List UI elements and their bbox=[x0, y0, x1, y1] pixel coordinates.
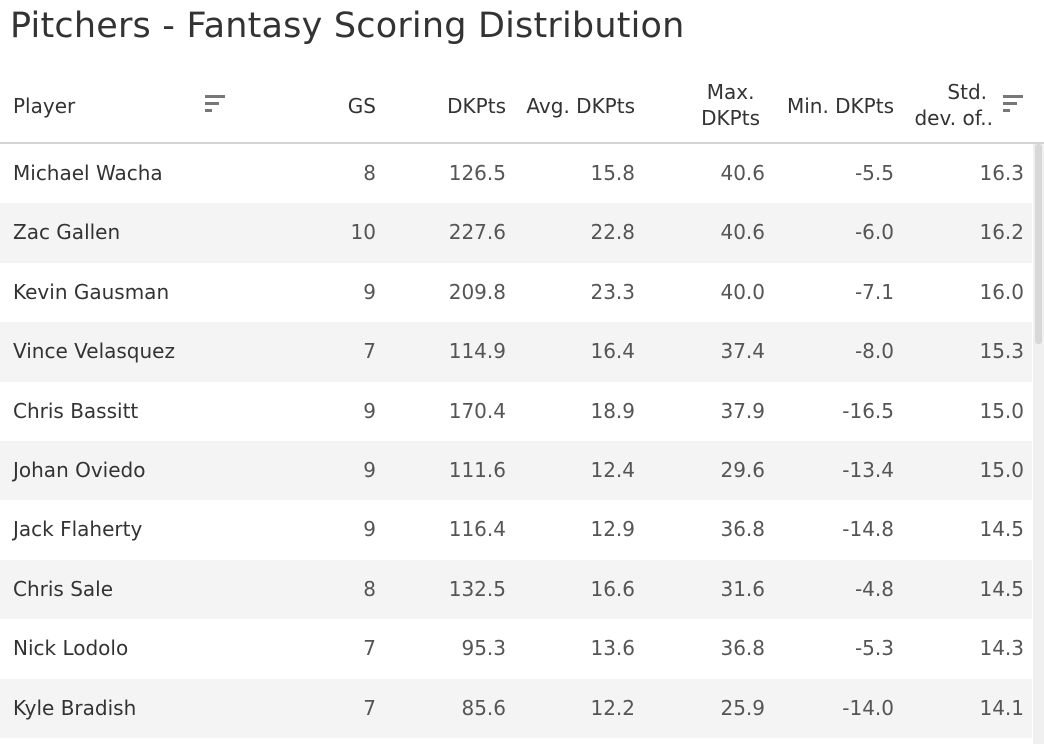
cell-max-dkpts: 25.9 bbox=[720, 695, 765, 720]
cell-gs: 7 bbox=[363, 695, 376, 720]
cell-dkpts: 170.4 bbox=[448, 398, 506, 423]
cell-dkpts: 126.5 bbox=[448, 161, 506, 185]
cell-player: Johan Oviedo bbox=[13, 457, 146, 482]
cell-gs: 8 bbox=[363, 576, 376, 601]
cell-min-dkpts: -5.3 bbox=[854, 636, 894, 661]
column-header-std-line2: dev. of.. bbox=[914, 106, 993, 130]
cell-min-dkpts: -16.5 bbox=[842, 398, 894, 423]
cell-gs: 9 bbox=[363, 398, 376, 423]
cell-max-dkpts: 31.6 bbox=[720, 576, 765, 601]
table-row[interactable]: Chris Bassitt 9 170.4 18.9 37.9 -16.5 15.0 bbox=[0, 382, 1032, 441]
column-header-min-dkpts[interactable]: Min. DKPts bbox=[786, 94, 894, 118]
table-row[interactable]: Nick Lodolo 7 95.3 13.6 36.8 -5.3 14.3 bbox=[0, 619, 1032, 678]
cell-avg-dkpts: 16.4 bbox=[590, 339, 635, 364]
cell-gs: 10 bbox=[350, 220, 376, 245]
cell-avg-dkpts: 12.4 bbox=[590, 457, 635, 482]
table-row[interactable]: Jack Flaherty 9 116.4 12.9 36.8 -14.8 14.5 bbox=[0, 500, 1032, 559]
cell-max-dkpts: 37.4 bbox=[720, 339, 765, 364]
column-header-max-line1: Max. bbox=[706, 80, 755, 104]
cell-player: Nick Lodolo bbox=[13, 636, 129, 661]
cell-max-dkpts: 40.0 bbox=[720, 279, 765, 304]
table-row[interactable]: Zac Gallen 10 227.6 22.8 40.6 -6.0 16.2 bbox=[0, 203, 1032, 263]
cell-std-dev: 16.3 bbox=[979, 161, 1024, 185]
cell-player: Kyle Bradish bbox=[13, 695, 137, 720]
sort-descending-icon[interactable] bbox=[1003, 95, 1023, 115]
page-title: Pitchers - Fantasy Scoring Distribution bbox=[10, 6, 685, 46]
cell-dkpts: 209.8 bbox=[448, 279, 506, 304]
table-row[interactable]: Johan Oviedo 9 111.6 12.4 29.6 -13.4 15.0 bbox=[0, 440, 1032, 501]
cell-dkpts: 227.6 bbox=[448, 220, 506, 245]
cell-player: Zac Gallen bbox=[13, 220, 121, 245]
cell-dkpts: 85.6 bbox=[461, 695, 506, 720]
table-row[interactable]: Kyle Bradish 7 85.6 12.2 25.9 -14.0 14.1 bbox=[0, 678, 1032, 738]
table-header: Player GS DKPts Avg. DKPts Max. DKPts Mi… bbox=[0, 72, 1044, 144]
cell-player: Kevin Gausman bbox=[13, 279, 170, 304]
column-header-player[interactable]: Player bbox=[13, 94, 76, 118]
cell-std-dev: 15.0 bbox=[979, 398, 1024, 423]
table-body: Michael Wacha 8 126.5 15.8 40.6 -5.5 16.3 Zac G… bbox=[0, 144, 1044, 738]
cell-dkpts: 111.6 bbox=[448, 457, 506, 482]
cell-gs: 9 bbox=[363, 279, 376, 304]
table-row[interactable]: Vince Velasquez 7 114.9 16.4 37.4 -8.0 15.3 bbox=[0, 322, 1032, 382]
cell-std-dev: 16.2 bbox=[979, 220, 1024, 245]
column-header-max-line2: DKPts bbox=[701, 106, 760, 130]
cell-min-dkpts: -4.8 bbox=[854, 576, 894, 601]
cell-max-dkpts: 37.9 bbox=[720, 398, 765, 423]
cell-avg-dkpts: 23.3 bbox=[590, 279, 635, 304]
cell-min-dkpts: -6.0 bbox=[854, 220, 894, 245]
cell-std-dev: 14.5 bbox=[979, 517, 1024, 542]
cell-std-dev: 15.0 bbox=[979, 457, 1024, 482]
cell-dkpts: 116.4 bbox=[448, 517, 506, 542]
column-header-std-line1: Std. bbox=[947, 80, 987, 104]
cell-avg-dkpts: 12.9 bbox=[590, 517, 635, 542]
sort-icon[interactable] bbox=[205, 95, 225, 115]
data-table: Player GS DKPts Avg. DKPts Max. DKPts Mi… bbox=[0, 72, 1044, 744]
cell-gs: 7 bbox=[363, 636, 376, 661]
cell-player: Vince Velasquez bbox=[13, 339, 175, 364]
vertical-scrollbar[interactable] bbox=[1033, 144, 1044, 744]
column-header-avg-dkpts[interactable]: Avg. DKPts bbox=[526, 94, 635, 118]
cell-max-dkpts: 29.6 bbox=[720, 457, 765, 482]
cell-gs: 9 bbox=[363, 457, 376, 482]
cell-min-dkpts: -13.4 bbox=[842, 457, 894, 482]
cell-std-dev: 16.0 bbox=[979, 279, 1024, 304]
cell-avg-dkpts: 18.9 bbox=[590, 398, 635, 423]
table-row[interactable]: Kevin Gausman 9 209.8 23.3 40.0 -7.1 16.0 bbox=[0, 263, 1032, 322]
cell-gs: 7 bbox=[363, 339, 376, 364]
cell-std-dev: 14.1 bbox=[979, 695, 1024, 720]
table-row[interactable]: Chris Sale 8 132.5 16.6 31.6 -4.8 14.5 bbox=[0, 559, 1032, 620]
cell-std-dev: 14.3 bbox=[979, 636, 1024, 661]
cell-gs: 9 bbox=[363, 517, 376, 542]
cell-max-dkpts: 40.6 bbox=[720, 220, 765, 245]
cell-avg-dkpts: 15.8 bbox=[590, 161, 635, 185]
cell-player: Chris Sale bbox=[13, 576, 114, 601]
cell-std-dev: 14.5 bbox=[979, 576, 1024, 601]
cell-dkpts: 95.3 bbox=[461, 636, 506, 661]
cell-max-dkpts: 36.8 bbox=[720, 517, 765, 542]
cell-min-dkpts: -7.1 bbox=[854, 279, 894, 304]
cell-player: Chris Bassitt bbox=[13, 398, 139, 423]
cell-dkpts: 114.9 bbox=[448, 339, 506, 364]
column-header-std-dev[interactable]: Std. dev. of.. bbox=[914, 79, 993, 131]
cell-player: Jack Flaherty bbox=[13, 517, 143, 542]
cell-avg-dkpts: 16.6 bbox=[590, 576, 635, 601]
cell-avg-dkpts: 22.8 bbox=[590, 220, 635, 245]
cell-min-dkpts: -5.5 bbox=[854, 161, 894, 185]
cell-gs: 8 bbox=[363, 161, 376, 185]
cell-dkpts: 132.5 bbox=[448, 576, 506, 601]
cell-avg-dkpts: 12.2 bbox=[590, 695, 635, 720]
scrollbar-thumb[interactable] bbox=[1035, 144, 1042, 344]
cell-avg-dkpts: 13.6 bbox=[590, 636, 635, 661]
cell-min-dkpts: -8.0 bbox=[854, 339, 894, 364]
cell-std-dev: 15.3 bbox=[979, 339, 1024, 364]
cell-min-dkpts: -14.0 bbox=[842, 695, 894, 720]
cell-max-dkpts: 40.6 bbox=[720, 161, 765, 185]
cell-player: Michael Wacha bbox=[13, 161, 163, 185]
table-row[interactable]: Michael Wacha 8 126.5 15.8 40.6 -5.5 16.3 bbox=[0, 144, 1032, 203]
cell-min-dkpts: -14.8 bbox=[842, 517, 894, 542]
column-header-gs[interactable]: GS bbox=[347, 94, 376, 118]
cell-max-dkpts: 36.8 bbox=[720, 636, 765, 661]
column-header-max-dkpts[interactable]: Max. DKPts bbox=[701, 79, 760, 131]
column-header-dkpts[interactable]: DKPts bbox=[447, 94, 506, 118]
